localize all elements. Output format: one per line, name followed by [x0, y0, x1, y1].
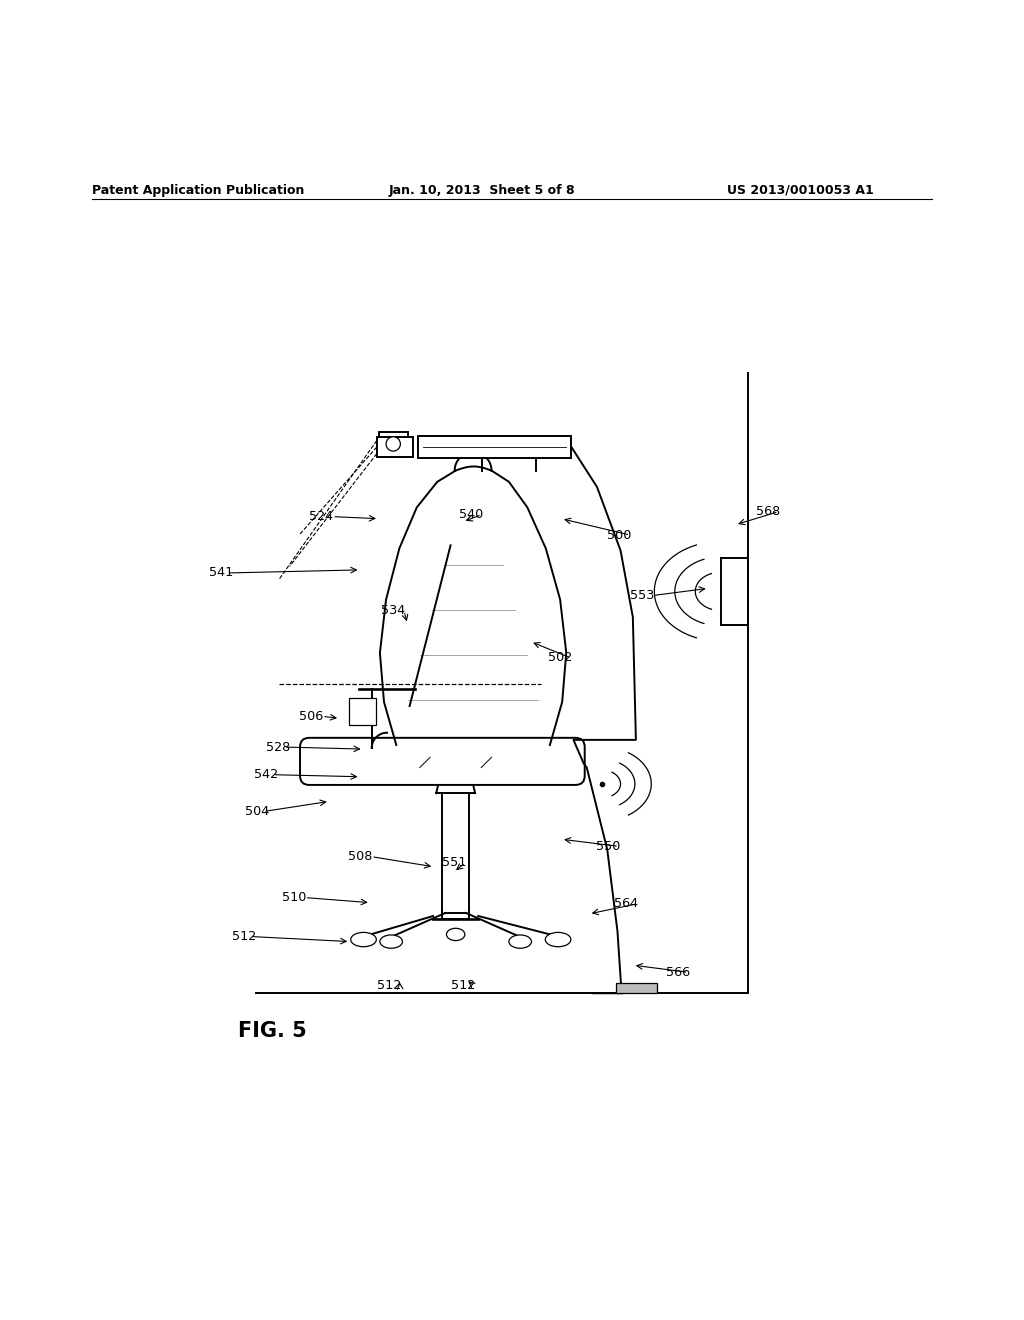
Text: 524: 524	[309, 510, 334, 523]
Ellipse shape	[509, 935, 531, 948]
Text: 528: 528	[265, 741, 290, 754]
Text: 508: 508	[348, 850, 373, 863]
Bar	[616, 982, 657, 993]
Text: 542: 542	[254, 768, 279, 781]
Text: FIG. 5: FIG. 5	[238, 1020, 306, 1040]
Bar	[418, 436, 571, 458]
Text: 512: 512	[377, 979, 401, 993]
Text: 504: 504	[245, 805, 269, 818]
Text: 510: 510	[282, 891, 306, 904]
Text: 550: 550	[596, 840, 621, 853]
Bar	[721, 558, 748, 624]
Ellipse shape	[546, 932, 571, 946]
Text: Patent Application Publication: Patent Application Publication	[92, 183, 304, 197]
Text: 551: 551	[442, 857, 467, 870]
Text: 541: 541	[209, 566, 233, 579]
Text: 534: 534	[381, 605, 406, 618]
Text: 540: 540	[459, 508, 483, 521]
Bar	[349, 698, 376, 725]
Text: 553: 553	[630, 589, 654, 602]
Ellipse shape	[380, 935, 402, 948]
Text: 568: 568	[756, 506, 780, 517]
Text: Jan. 10, 2013  Sheet 5 of 8: Jan. 10, 2013 Sheet 5 of 8	[389, 183, 575, 197]
Text: 564: 564	[614, 898, 639, 911]
Text: 500: 500	[607, 528, 632, 541]
Bar	[379, 432, 408, 457]
Bar	[377, 437, 413, 457]
Text: 512: 512	[231, 931, 256, 942]
Text: 506: 506	[299, 710, 324, 723]
Text: US 2013/0010053 A1: US 2013/0010053 A1	[727, 183, 873, 197]
Text: 502: 502	[548, 652, 572, 664]
Ellipse shape	[446, 928, 465, 941]
Ellipse shape	[350, 932, 377, 946]
Text: 512: 512	[451, 979, 475, 993]
Text: 566: 566	[666, 966, 690, 979]
Circle shape	[386, 437, 400, 451]
FancyBboxPatch shape	[300, 738, 585, 785]
